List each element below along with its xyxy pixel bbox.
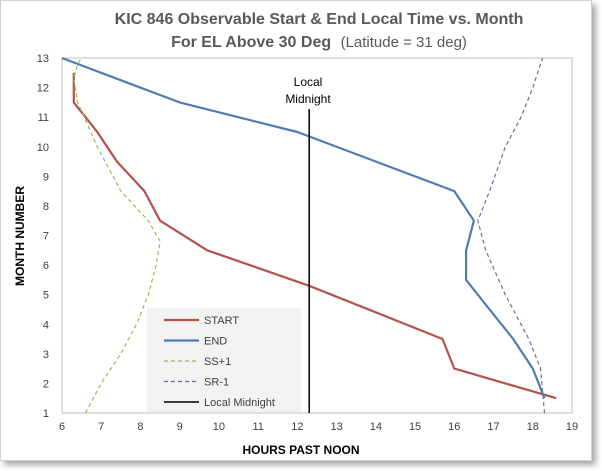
chart-title-line1: KIC 846 Observable Start & End Local Tim… xyxy=(115,11,524,28)
x-tick-label: 7 xyxy=(98,421,104,433)
x-tick-label: 13 xyxy=(330,421,342,433)
x-tick-label: 8 xyxy=(137,421,143,433)
legend-box xyxy=(147,308,301,412)
plot-area xyxy=(61,57,573,414)
chart-title-line2: For EL Above 30 Deg (Latitude = 31 deg) xyxy=(171,34,467,51)
midnight-annotation-line2: Midnight xyxy=(285,92,331,106)
y-tick-label: 8 xyxy=(43,201,49,213)
x-tick-label: 19 xyxy=(566,421,578,433)
y-tick-label: 13 xyxy=(37,53,49,65)
y-tick-label: 5 xyxy=(43,290,49,302)
x-tick-label: 14 xyxy=(370,421,382,433)
legend: START END SS+1 SR-1 Local Midnight xyxy=(147,308,301,412)
y-tick-label: 10 xyxy=(37,142,49,154)
y-tick-label: 9 xyxy=(43,171,49,183)
x-axis-title: HOURS PAST NOON xyxy=(242,443,359,457)
y-tick-label: 3 xyxy=(43,349,49,361)
x-tick-label: 12 xyxy=(291,421,303,433)
x-tick-label: 6 xyxy=(59,421,65,433)
y-tick-label: 7 xyxy=(43,231,49,243)
chart-svg: KIC 846 Observable Start & End Local Tim… xyxy=(13,11,578,457)
midnight-annotation: Local Midnight xyxy=(277,71,339,109)
midnight-annotation-bg xyxy=(277,71,339,109)
series-line-sr-1 xyxy=(477,57,546,414)
x-tick-label: 9 xyxy=(177,421,183,433)
chart-frame: KIC 846 Observable Start & End Local Tim… xyxy=(0,0,592,461)
legend-items: START END SS+1 SR-1 Local Midnight xyxy=(164,315,275,409)
chart-title-line2-paren: (Latitude = 31 deg) xyxy=(341,34,467,51)
x-tick-labels: 6 7 8 9 10 11 12 13 14 15 16 17 18 19 xyxy=(59,421,578,433)
y-tick-label: 6 xyxy=(43,260,49,272)
x-tick-label: 15 xyxy=(409,421,421,433)
x-tick-label: 16 xyxy=(448,421,460,433)
legend-label-ss-1: SS+1 xyxy=(204,356,231,368)
y-tick-label: 1 xyxy=(43,408,49,420)
legend-label-start: START xyxy=(204,315,239,327)
x-tick-label: 18 xyxy=(527,421,539,433)
y-tick-label: 12 xyxy=(37,83,49,95)
series-line-ss-1 xyxy=(73,57,161,414)
series-layer xyxy=(61,56,557,414)
y-tick-label: 2 xyxy=(43,378,49,390)
y-axis-title: MONTH NUMBER xyxy=(13,186,27,286)
midnight-annotation-line1: Local xyxy=(294,75,323,89)
y-tick-label: 4 xyxy=(43,319,49,331)
legend-label-end: END xyxy=(204,336,227,348)
y-tick-label: 11 xyxy=(38,112,49,124)
legend-label-sr-1: SR-1 xyxy=(204,377,229,389)
x-tick-label: 11 xyxy=(252,421,263,433)
chart-title-line2-bold: For EL Above 30 Deg xyxy=(171,34,331,51)
x-tick-label: 17 xyxy=(487,421,499,433)
legend-label-local-midnight: Local Midnight xyxy=(204,397,275,409)
series-line-start xyxy=(72,72,557,400)
x-tick-label: 10 xyxy=(213,421,225,433)
series-line-end xyxy=(61,56,546,399)
